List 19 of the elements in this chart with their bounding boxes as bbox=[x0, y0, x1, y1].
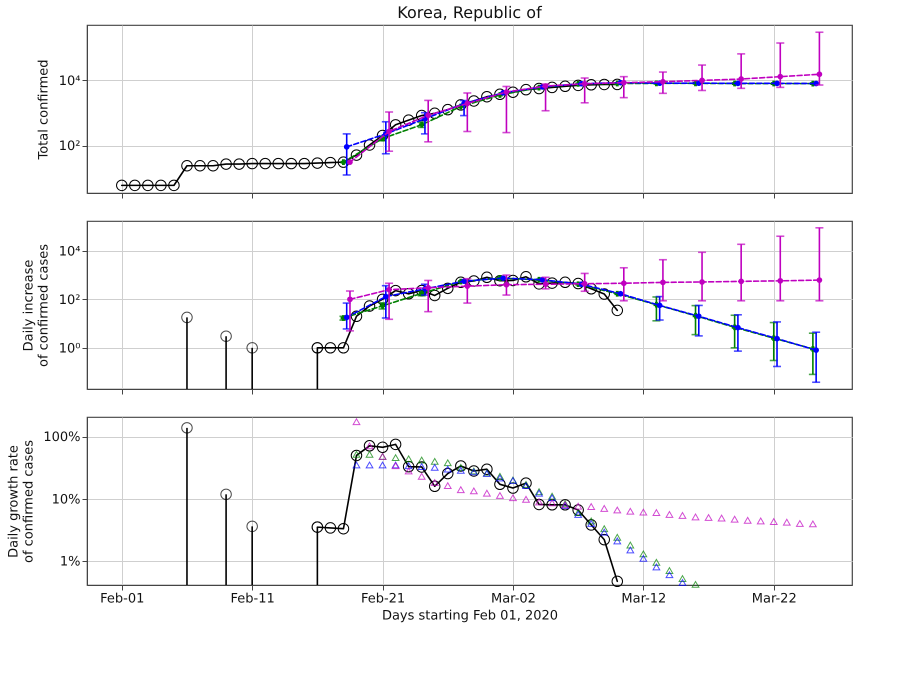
x-tick-label: Feb-01 bbox=[100, 592, 144, 606]
x-tick-label: Feb-11 bbox=[230, 592, 275, 606]
x-tick-label: Mar-02 bbox=[490, 592, 536, 606]
y-tick-label: 10⁴ bbox=[58, 244, 80, 260]
y-tick-label: 1% bbox=[60, 554, 80, 570]
y-tick-label: 10⁴ bbox=[58, 74, 80, 89]
y-tick-label: 10% bbox=[52, 492, 80, 508]
x-axis-title: Days starting Feb 01, 2020 bbox=[382, 608, 558, 624]
y-tick-label: 10² bbox=[58, 292, 80, 308]
x-tick-label: Feb-21 bbox=[360, 592, 406, 606]
chart-title: Korea, Republic of bbox=[397, 3, 542, 22]
x-tick-label: Mar-12 bbox=[621, 592, 666, 606]
y-tick-label: 100% bbox=[43, 430, 80, 446]
y-tick-label: 10⁰ bbox=[58, 341, 80, 356]
y-axis-title: Daily increase of confirmed cases bbox=[22, 244, 52, 368]
x-tick-label: Mar-22 bbox=[752, 592, 797, 606]
y-tick-label: 10² bbox=[58, 139, 80, 154]
y-axis-title: Daily growth rate of confirmed cases bbox=[6, 440, 36, 564]
y-axis-title: Total confirmed bbox=[36, 59, 52, 161]
